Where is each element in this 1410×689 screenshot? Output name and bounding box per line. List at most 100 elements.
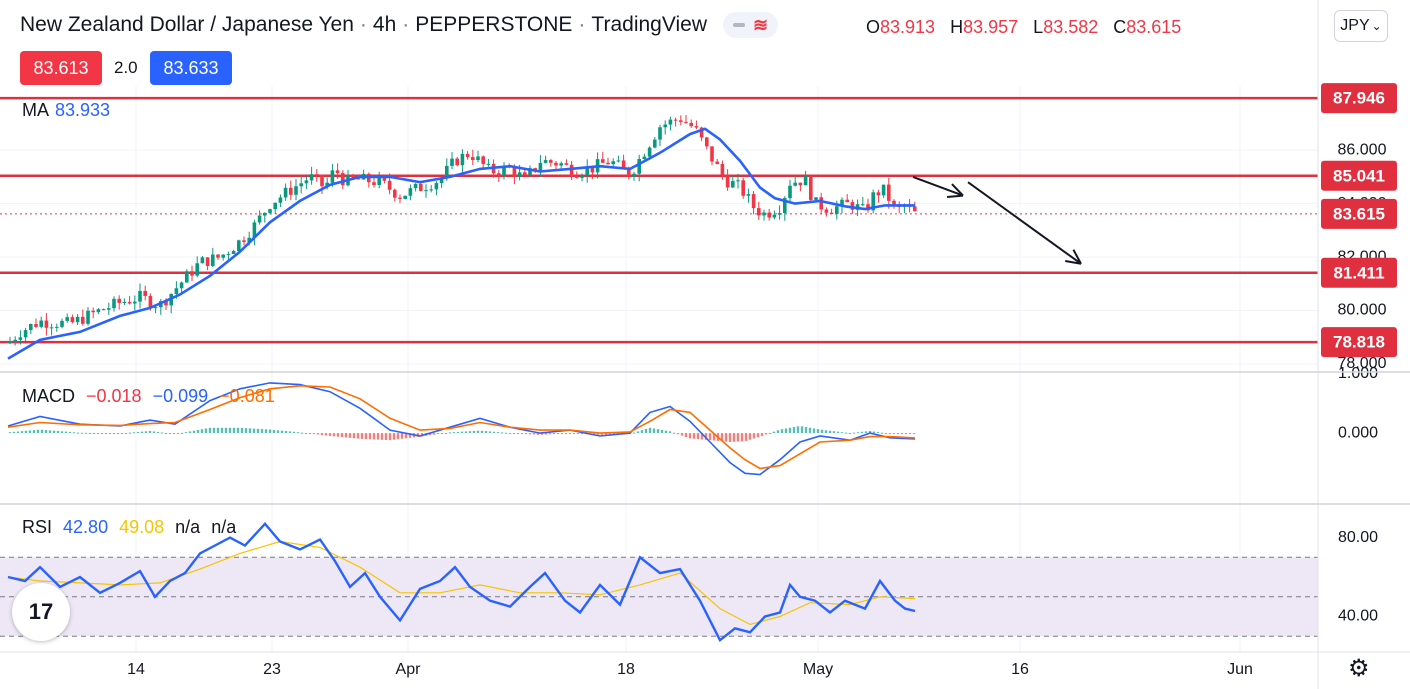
candle-body	[658, 127, 662, 140]
macd-hist-bar	[136, 431, 140, 434]
macd-histogram	[8, 426, 916, 442]
candle-body	[757, 208, 761, 216]
candle-body	[611, 161, 615, 165]
broker: PEPPERSTONE	[415, 13, 573, 36]
macd-hist-bar	[96, 433, 100, 435]
arrow-shaft	[912, 175, 964, 197]
candle-body	[465, 153, 470, 158]
macd-hist-bar	[564, 433, 568, 435]
candle-body	[200, 257, 205, 264]
macd-hist-bar	[896, 433, 900, 435]
level-badge-bg	[1321, 160, 1397, 191]
candle-body	[75, 316, 80, 323]
macd-hist-bar	[632, 432, 636, 434]
macd-hist-bar	[196, 429, 200, 434]
candle-body	[419, 183, 423, 191]
macd-hist-bar	[428, 433, 432, 436]
candle-body	[325, 182, 329, 187]
candle-body	[8, 341, 12, 344]
candle-body	[793, 182, 797, 186]
macd-hist-bar	[856, 432, 860, 434]
candle-body	[559, 163, 563, 166]
ma-legend[interactable]: MA 83.933	[22, 100, 110, 121]
price-tick-label: 78.000	[1338, 355, 1387, 372]
macd-hist-bar	[500, 432, 504, 434]
candle-body	[720, 164, 725, 176]
candle-body	[268, 209, 272, 213]
macd-hist-bar	[452, 432, 456, 434]
indicator-visibility-toggle[interactable]: ≋	[722, 12, 779, 38]
candle-body	[668, 119, 673, 125]
macd-hist-bar	[24, 430, 28, 434]
candle-body	[892, 200, 896, 207]
candle-body	[174, 288, 179, 294]
candle-body	[637, 159, 641, 174]
macd-hist-bar	[824, 430, 828, 434]
macd-hist-bar	[292, 431, 296, 434]
candle-body	[39, 320, 43, 327]
sell-button[interactable]: 83.613	[20, 51, 102, 85]
macd-hist-bar	[656, 429, 660, 434]
candle-body	[481, 156, 485, 165]
macd-hist-bar	[800, 426, 804, 434]
candle-body	[606, 162, 610, 165]
macd-hist-bar	[408, 433, 412, 438]
pane-separators	[0, 371, 1410, 505]
candle-body	[887, 184, 891, 201]
macd-hist-bar	[376, 433, 380, 440]
macd-hist-bar	[636, 431, 640, 434]
candle-body	[393, 189, 397, 198]
macd-hist-bar	[784, 428, 788, 434]
macd-hist-bar	[192, 430, 196, 434]
macd-hist-bar	[496, 432, 500, 434]
candle-body	[450, 158, 454, 166]
macd-hist-bar	[144, 431, 148, 434]
macd-hist-bar	[604, 433, 608, 435]
candle-body	[486, 163, 491, 165]
macd-hist-bar	[60, 431, 64, 434]
macd-hist-bar	[892, 433, 896, 435]
macd-hist-bar	[772, 431, 776, 434]
candle-body	[231, 251, 236, 254]
candle-body	[341, 173, 345, 186]
symbol-header[interactable]: New Zealand Dollar / Japanese Yen · 4h ·…	[20, 12, 779, 38]
candle-body	[107, 308, 111, 310]
sell-price: 83.613	[33, 57, 89, 78]
macd-hist-bar	[304, 433, 308, 435]
rsi-legend[interactable]: RSI 42.80 49.08 n/a n/a	[22, 517, 236, 538]
macd-hist-bar	[312, 433, 316, 435]
gear-icon[interactable]: ⚙	[1348, 655, 1370, 682]
candle-body	[424, 190, 428, 192]
candle-body	[751, 194, 756, 209]
macd-hist-bar	[504, 432, 508, 434]
macd-hist-bar	[52, 430, 56, 434]
level-badge: 85.041	[1333, 166, 1385, 185]
macd-value: −0.099	[152, 386, 209, 406]
rsi-label: RSI	[22, 517, 53, 537]
macd-hist-bar	[448, 432, 452, 434]
currency-selector[interactable]: JPY ⌄	[1334, 10, 1388, 42]
macd-hist-bar	[32, 430, 36, 434]
macd-legend[interactable]: MACD −0.018 −0.099 −0.081	[22, 386, 275, 407]
macd-hist-bar	[668, 431, 672, 434]
macd-hist-bar	[244, 428, 248, 434]
price-tick-label: 86.000	[1338, 141, 1387, 158]
close-label: C	[1113, 17, 1127, 37]
low-value: 83.582	[1043, 17, 1099, 37]
macd-signal-value: −0.081	[219, 386, 275, 406]
macd-hist-bar	[132, 432, 136, 434]
candle-body	[382, 176, 387, 181]
time-tick-label: 23	[263, 661, 281, 678]
interval: 4h	[372, 13, 397, 36]
macd-hist-bar	[456, 431, 460, 434]
candle-body	[736, 180, 740, 182]
tradingview-logo[interactable]: 17	[12, 583, 70, 641]
macd-hist-bar	[268, 429, 272, 434]
level-badge: 78.818	[1333, 333, 1385, 352]
buy-button[interactable]: 83.633	[150, 51, 232, 85]
macd-hist-bar	[84, 432, 88, 434]
candle-body	[601, 159, 605, 163]
platform: TradingView	[591, 13, 707, 36]
candle-body	[190, 271, 194, 276]
